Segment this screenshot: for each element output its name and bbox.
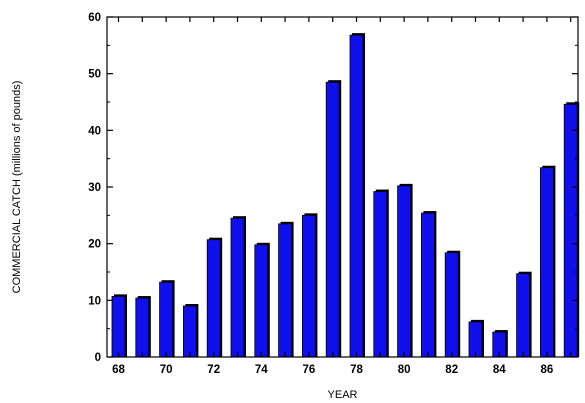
x-axis-label: YEAR	[328, 389, 358, 401]
y-tick-label-60: 60	[88, 12, 101, 24]
bar-82	[444, 250, 461, 358]
bar-70	[159, 280, 175, 358]
bar-85	[516, 271, 532, 358]
x-tick-label-82: 82	[445, 364, 458, 376]
x-tick-label-70: 70	[160, 364, 173, 376]
bar-78	[349, 33, 365, 358]
bar-face	[373, 191, 388, 358]
y-tick-label-20: 20	[88, 239, 101, 251]
bar-face	[159, 281, 174, 358]
bar-face	[135, 297, 150, 358]
bar-73	[230, 216, 246, 358]
bar-79	[373, 189, 389, 358]
bar-face	[230, 217, 245, 358]
bar-face	[468, 321, 483, 358]
plot-frame	[106, 16, 579, 358]
bar-face	[278, 223, 293, 358]
bar-face	[206, 239, 221, 358]
bar-71	[182, 304, 199, 358]
bar-face	[254, 244, 269, 358]
bar-75	[278, 221, 294, 358]
x-tick-label-84: 84	[493, 364, 506, 376]
y-tick-label-0: 0	[95, 352, 101, 364]
bar-face	[420, 212, 435, 358]
x-tick-label-72: 72	[207, 364, 220, 376]
bar-face	[540, 167, 554, 358]
y-tick-label-30: 30	[88, 182, 101, 194]
bar-face	[397, 185, 412, 358]
bar-81	[420, 211, 437, 358]
bar-face	[349, 34, 364, 358]
bar-87	[563, 102, 580, 358]
bar-face	[111, 295, 126, 358]
bars-group	[111, 33, 580, 358]
bar-84	[492, 330, 508, 358]
x-ticks: 687072747678808284868890	[112, 17, 572, 376]
bar-face	[301, 214, 316, 358]
x-tick-label-80: 80	[398, 364, 411, 376]
bar-face	[444, 252, 459, 358]
x-tick-label-86: 86	[541, 364, 554, 376]
x-tick-label-74: 74	[255, 364, 268, 376]
bar-77	[325, 80, 342, 358]
bar-face	[325, 81, 340, 358]
bar-74	[254, 242, 270, 358]
y-axis-label: COMMERCIAL CATCH (millions of pounds)	[11, 81, 23, 294]
bar-68	[111, 294, 127, 358]
y-tick-label-50: 50	[88, 69, 101, 81]
x-tick-label-78: 78	[350, 364, 363, 376]
bar-face	[182, 305, 197, 358]
bar-86	[540, 165, 556, 358]
y-tick-label-40: 40	[88, 125, 101, 137]
bar-83	[468, 319, 484, 358]
bar-72	[206, 237, 223, 358]
y-tick-label-10: 10	[88, 295, 101, 307]
x-tick-label-68: 68	[112, 364, 125, 376]
y-ticks: 0 10 20 30 40 50 60	[88, 12, 578, 364]
bar-face	[516, 273, 530, 358]
bar-face	[563, 103, 578, 358]
x-tick-label-76: 76	[303, 364, 316, 376]
bar-69	[135, 296, 151, 358]
bar-76	[301, 213, 318, 358]
bar-80	[397, 183, 413, 358]
